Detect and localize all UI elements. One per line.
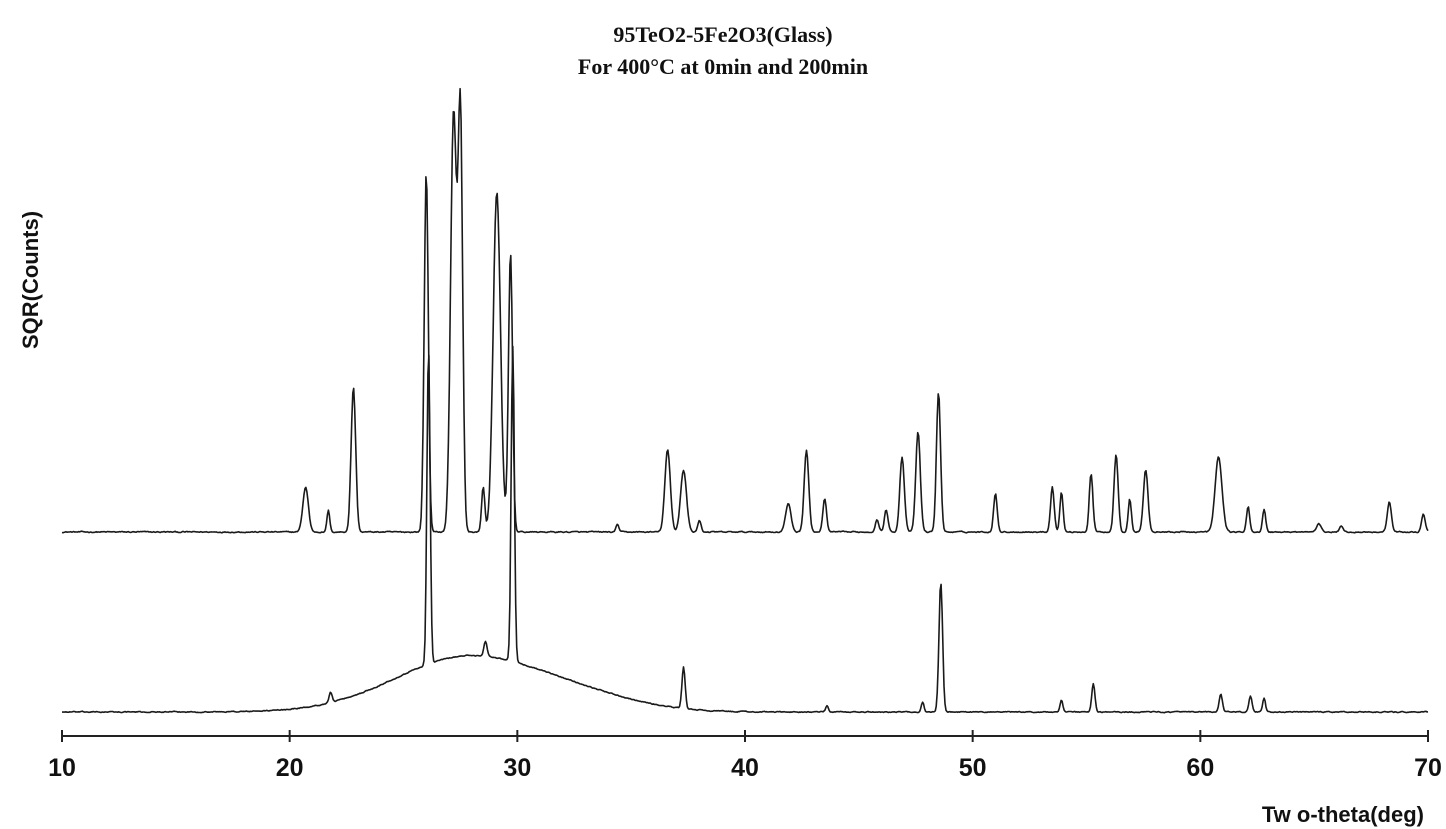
chart-title-line-1: 95TeO2-5Fe2O3(Glass) — [613, 22, 832, 47]
series-line-upper — [61, 87, 1429, 534]
x-axis-label: Tw o-theta(deg) — [1262, 802, 1424, 827]
series-line-lower — [62, 345, 1429, 714]
x-tick-label: 60 — [1186, 754, 1214, 782]
x-tick-label: 10 — [48, 754, 76, 782]
x-tick-label: 30 — [503, 754, 531, 782]
x-tick-label: 70 — [1414, 754, 1442, 782]
plot-area — [61, 87, 1429, 714]
x-tick-label: 20 — [276, 754, 304, 782]
y-axis-label: SQR(Counts) — [18, 211, 43, 349]
x-axis-ticks: 10 20 30 40 50 60 70 — [48, 730, 1442, 782]
chart-title-line-2: For 400°C at 0min and 200min — [578, 54, 868, 79]
x-tick-label: 50 — [959, 754, 987, 782]
x-tick-label: 40 — [731, 754, 759, 782]
